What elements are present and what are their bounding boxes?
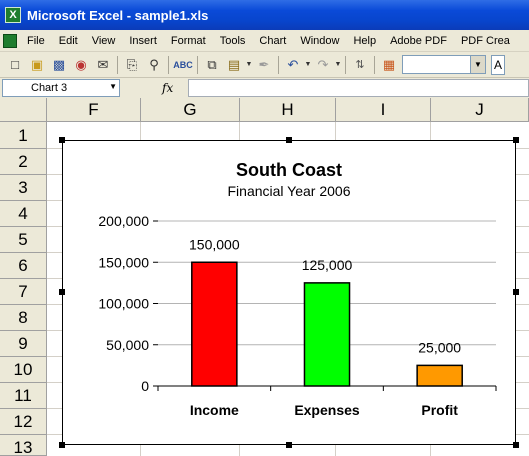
format-painter-icon[interactable]: ✒ [258,56,270,72]
row-header-10[interactable]: 10 [0,357,47,383]
menu-adobe-pdf[interactable]: Adobe PDF [390,34,447,47]
data-label: 125,000 [302,257,353,273]
resize-handle-nw[interactable] [59,137,65,143]
row-header-1[interactable]: 1 [0,122,47,149]
row-header-8[interactable]: 8 [0,305,47,331]
standard-toolbar: □ ▣ ▩ ◉ ✉ ⎘ ⚲ ABC ⧉ ▤ ▼ ✒ ↶ ▼ ↷ ▼ ⇅ ▦ ▼ … [0,52,529,78]
embedded-chart[interactable]: South Coast Financial Year 2006 0 50,000 1… [62,140,516,445]
chart-title: South Coast [236,160,342,180]
bar-expenses [303,282,351,387]
menu-chart[interactable]: Chart [259,34,287,47]
menu-help[interactable]: Help [353,34,377,47]
menu-view[interactable]: View [91,34,116,47]
resize-handle-s[interactable] [286,442,292,448]
y-tick-label: 0 [141,378,149,394]
fx-icon[interactable]: fx [162,81,174,95]
resize-handle-se[interactable] [513,442,519,448]
resize-handle-n[interactable] [286,137,292,143]
column-header-i[interactable]: I [336,98,431,122]
zoom-combo[interactable]: ▼ [402,55,486,74]
menu-bar: File Edit View Insert Format Tools Chart… [0,30,529,52]
toolbar-separator [278,55,279,74]
menu-format[interactable]: Format [170,34,206,47]
new-icon[interactable]: □ [11,57,19,72]
data-label: 25,000 [418,339,461,355]
row-header-13[interactable]: 13 [0,435,47,456]
select-all-corner[interactable] [0,98,47,122]
permission-icon[interactable]: ◉ [75,56,87,72]
resize-handle-e[interactable] [513,289,519,295]
y-tick-label: 50,000 [106,337,149,353]
bar-income [191,261,238,387]
menu-edit[interactable]: Edit [58,34,78,47]
row-header-11[interactable]: 11 [0,383,47,409]
row-header-7[interactable]: 7 [0,279,47,305]
sort-icon[interactable]: ⇅ [355,59,365,71]
name-box[interactable]: Chart 3 ▼ [2,79,120,97]
category-label: Income [190,402,239,418]
toolbar-separator [374,55,375,74]
paste-icon[interactable]: ▤ [227,56,241,72]
redo-icon[interactable]: ↷ [317,56,329,72]
row-header-6[interactable]: 6 [0,253,47,279]
print-preview-icon[interactable]: ⚲ [149,56,159,72]
formula-input[interactable] [188,79,529,97]
print-icon[interactable]: ⎘ [126,56,138,72]
row-header-2[interactable]: 2 [0,149,47,175]
name-box-value: Chart 3 [31,82,68,94]
bar-plot: 0 50,000 100,000 150,000 200,000 150,000 Incom… [98,213,497,418]
resize-handle-ne[interactable] [513,137,519,143]
save-icon[interactable]: ▩ [52,56,66,72]
toolbar-separator [117,55,118,74]
resize-handle-w[interactable] [59,289,65,295]
row-header-5[interactable]: 5 [0,227,47,253]
toolbar-separator [197,55,198,74]
column-header-g[interactable]: G [141,98,240,122]
resize-handle-sw[interactable] [59,442,65,448]
undo-icon[interactable]: ↶ [287,56,299,72]
spelling-icon[interactable]: ABC [173,59,193,70]
bar-profit [416,364,463,387]
column-header-j[interactable]: J [431,98,529,122]
y-tick-label: 200,000 [98,213,149,229]
row-header-12[interactable]: 12 [0,409,47,435]
column-header-f[interactable]: F [47,98,141,122]
font-box[interactable]: A [491,54,505,75]
workbook-icon [3,33,17,48]
row-header-9[interactable]: 9 [0,331,47,357]
redo-dropdown-icon[interactable]: ▼ [334,61,342,68]
chart-wizard-icon[interactable]: ▦ [382,56,396,72]
menu-pdf-create[interactable]: PDF Crea [460,34,510,47]
menu-tools[interactable]: Tools [219,34,246,47]
excel-app-icon[interactable]: X [5,7,21,23]
chevron-down-icon[interactable]: ▼ [470,56,485,73]
chart-subtitle: Financial Year 2006 [227,183,351,199]
category-label: Profit [421,402,458,418]
copy-icon[interactable]: ⧉ [207,56,217,72]
chevron-down-icon[interactable]: ▼ [109,82,117,91]
y-tick-label: 100,000 [98,296,149,312]
title-bar: X Microsoft Excel - sample1.xls [0,0,529,30]
row-header-3[interactable]: 3 [0,175,47,201]
paste-dropdown-icon[interactable]: ▼ [245,61,253,68]
document-icon-menu[interactable] [0,30,20,52]
menu-file[interactable]: File [27,34,45,47]
window-title: Microsoft Excel - sample1.xls [27,7,209,23]
row-header-4[interactable]: 4 [0,201,47,227]
formula-bar: Chart 3 ▼ fx [0,78,529,98]
undo-dropdown-icon[interactable]: ▼ [304,61,312,68]
open-icon[interactable]: ▣ [30,56,44,72]
menu-insert[interactable]: Insert [129,34,157,47]
toolbar-separator [168,55,169,74]
email-icon[interactable]: ✉ [97,56,109,72]
toolbar-separator [345,55,346,74]
data-label: 150,000 [189,236,240,252]
category-label: Expenses [294,402,360,418]
menu-window[interactable]: Window [300,34,340,47]
column-header-h[interactable]: H [240,98,336,122]
y-tick-label: 150,000 [98,254,149,270]
